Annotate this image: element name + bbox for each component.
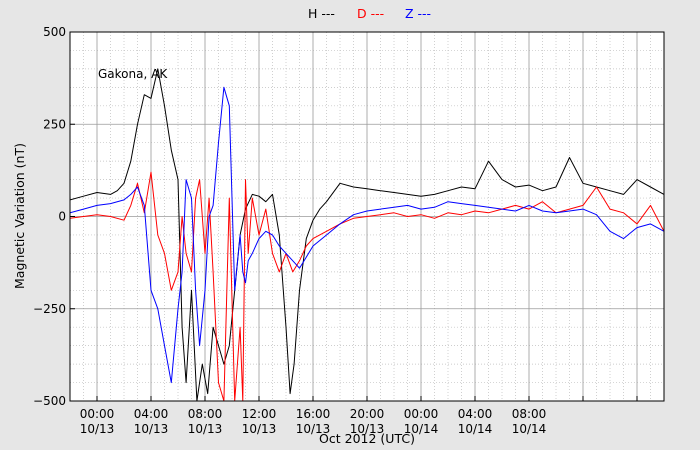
y-tick-label: 250 — [43, 117, 66, 131]
y-tick-label: 500 — [43, 25, 66, 39]
x-tick-label-date: 10/13 — [350, 422, 385, 436]
x-tick-label-date: 10/13 — [134, 422, 169, 436]
x-tick-label-time: 12:00 — [242, 407, 277, 421]
x-tick-label-time: 08:00 — [512, 407, 547, 421]
y-tick-labels: −500 −250 0 250 500 — [33, 25, 66, 408]
x-tick-label-date: 10/13 — [80, 422, 115, 436]
y-tick-label: −500 — [33, 394, 66, 408]
x-tick-label-time: 04:00 — [134, 407, 169, 421]
h-series-line — [70, 68, 664, 401]
x-tick-label-date: 10/14 — [512, 422, 547, 436]
x-tick-label-date: 10/14 — [458, 422, 493, 436]
axis-ticks — [70, 31, 638, 402]
legend-label-d: D --- — [357, 6, 384, 21]
y-tick-label: 0 — [58, 210, 66, 224]
d-series-line — [70, 171, 664, 401]
z-series-line — [70, 86, 664, 384]
legend-label-z: Z --- — [405, 6, 431, 21]
x-tick-label-date: 10/13 — [188, 422, 223, 436]
x-tick-label-time: 20:00 — [350, 407, 385, 421]
x-axis-title: Oct 2012 (UTC) — [319, 431, 415, 446]
x-tick-labels: 00:0010/1304:0010/1308:0010/1312:0010/13… — [80, 407, 547, 436]
x-tick-label-time: 00:00 — [404, 407, 439, 421]
x-tick-label-time: 16:00 — [296, 407, 331, 421]
x-tick-label-date: 10/13 — [242, 422, 277, 436]
series-layer — [70, 68, 664, 401]
x-tick-label-time: 00:00 — [80, 407, 115, 421]
x-tick-label-time: 04:00 — [458, 407, 493, 421]
station-annotation: Gakona, AK — [98, 67, 168, 81]
legend: H --- D --- Z --- — [308, 6, 431, 21]
y-axis-title: Magnetic Variation (nT) — [12, 143, 27, 289]
x-tick-label-time: 08:00 — [188, 407, 223, 421]
legend-label-h: H --- — [308, 6, 335, 21]
x-tick-label-date: 10/14 — [404, 422, 439, 436]
x-tick-label-date: 10/13 — [296, 422, 331, 436]
y-tick-label: −250 — [33, 302, 66, 316]
